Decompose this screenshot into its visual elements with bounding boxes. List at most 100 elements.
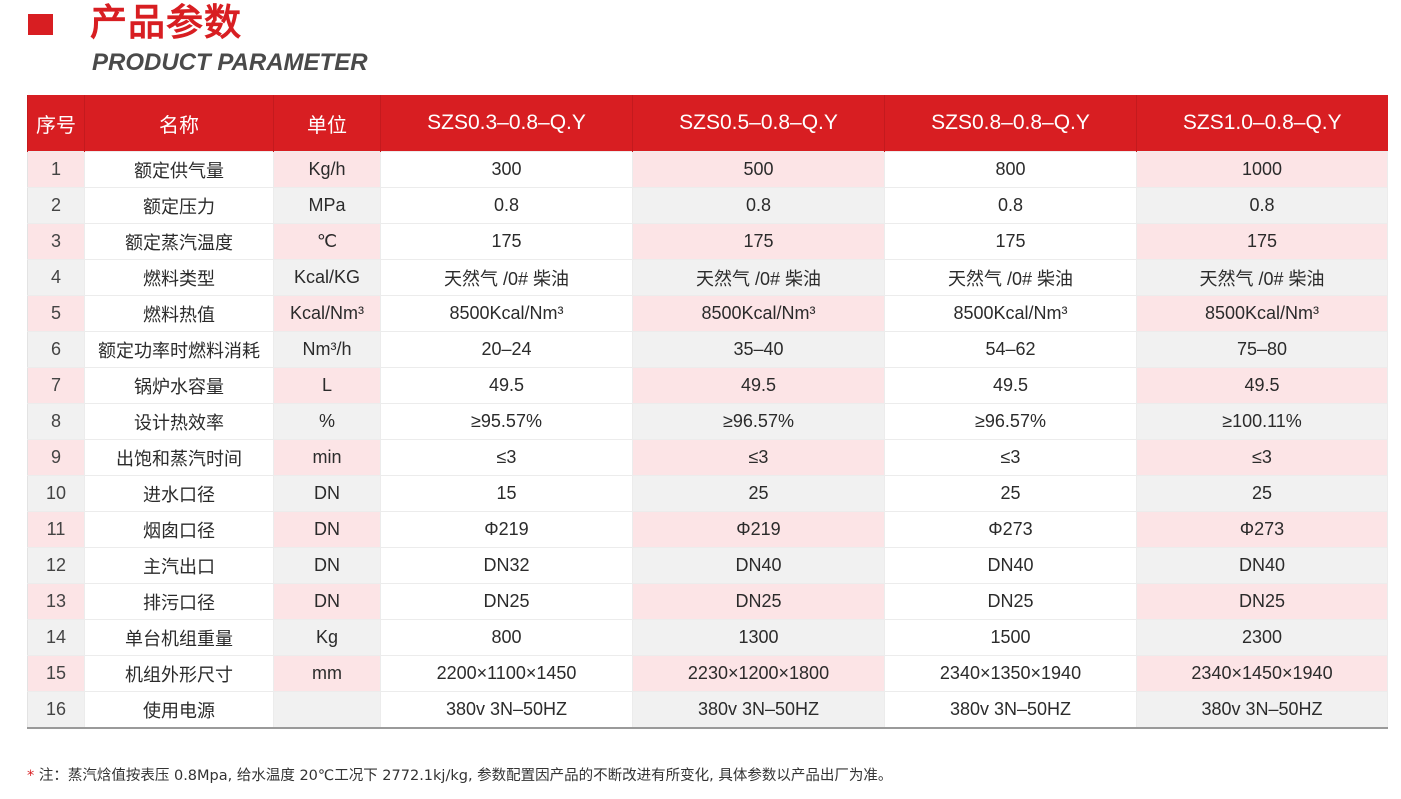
row-model-2-cell: 49.5 bbox=[632, 367, 885, 404]
row-model-4-cell: 1000 bbox=[1136, 151, 1388, 188]
row-unit-cell: Nm³/h bbox=[273, 331, 381, 368]
row-unit-cell: % bbox=[273, 403, 381, 440]
table-row: 10 进水口径 DN 15 25 25 25 bbox=[27, 475, 1388, 512]
row-model-1-cell: 20–24 bbox=[380, 331, 633, 368]
row-model-4-cell: 25 bbox=[1136, 475, 1388, 512]
row-model-2-cell: 0.8 bbox=[632, 187, 885, 224]
row-model-3-cell: 49.5 bbox=[884, 367, 1137, 404]
title-square-marker bbox=[28, 14, 53, 35]
row-index-cell: 8 bbox=[27, 403, 85, 440]
row-index-cell: 10 bbox=[27, 475, 85, 512]
table-row: 5 燃料热值 Kcal/Nm³ 8500Kcal/Nm³ 8500Kcal/Nm³ 850… bbox=[27, 295, 1388, 332]
row-name-cell: 额定供气量 bbox=[84, 151, 274, 188]
row-name-cell: 出饱和蒸汽时间 bbox=[84, 439, 274, 476]
row-model-1-cell: 0.8 bbox=[380, 187, 633, 224]
row-name-cell: 燃料热值 bbox=[84, 295, 274, 332]
row-model-2-cell: 175 bbox=[632, 223, 885, 260]
table-row: 4 燃料类型 Kcal/KG 天然气 /0# 柴油 天然气 /0# 柴油 天然气 /0# … bbox=[27, 259, 1388, 296]
row-model-1-cell: 800 bbox=[380, 619, 633, 656]
row-model-4-cell: DN25 bbox=[1136, 583, 1388, 620]
row-model-4-cell: 天然气 /0# 柴油 bbox=[1136, 259, 1388, 296]
row-model-1-cell: DN32 bbox=[380, 547, 633, 584]
row-index-cell: 11 bbox=[27, 511, 85, 548]
row-model-1-cell: 300 bbox=[380, 151, 633, 188]
row-model-2-cell: 2230×1200×1800 bbox=[632, 655, 885, 692]
footnote-asterisk: * bbox=[27, 768, 35, 784]
row-name-cell: 进水口径 bbox=[84, 475, 274, 512]
row-model-2-cell: 8500Kcal/Nm³ bbox=[632, 295, 885, 332]
row-name-cell: 烟囱口径 bbox=[84, 511, 274, 548]
row-unit-cell: Kcal/Nm³ bbox=[273, 295, 381, 332]
row-model-3-cell: 25 bbox=[884, 475, 1137, 512]
row-model-3-cell: DN40 bbox=[884, 547, 1137, 584]
row-model-3-cell: Φ273 bbox=[884, 511, 1137, 548]
header-model-2: SZS0.5–0.8–Q.Y bbox=[632, 95, 885, 152]
row-name-cell: 机组外形尺寸 bbox=[84, 655, 274, 692]
header-unit: 单位 bbox=[273, 95, 381, 152]
row-unit-cell: DN bbox=[273, 475, 381, 512]
row-model-1-cell: 49.5 bbox=[380, 367, 633, 404]
row-model-2-cell: ≤3 bbox=[632, 439, 885, 476]
row-model-1-cell: 15 bbox=[380, 475, 633, 512]
header-model-3: SZS0.8–0.8–Q.Y bbox=[884, 95, 1137, 152]
row-model-3-cell: 380v 3N–50HZ bbox=[884, 691, 1137, 729]
row-model-4-cell: Φ273 bbox=[1136, 511, 1388, 548]
table-row: 9 出饱和蒸汽时间 min ≤3 ≤3 ≤3 ≤3 bbox=[27, 439, 1388, 476]
row-name-cell: 排污口径 bbox=[84, 583, 274, 620]
table-row: 13 排污口径 DN DN25 DN25 DN25 DN25 bbox=[27, 583, 1388, 620]
row-model-3-cell: 54–62 bbox=[884, 331, 1137, 368]
row-unit-cell: MPa bbox=[273, 187, 381, 224]
row-model-3-cell: 天然气 /0# 柴油 bbox=[884, 259, 1137, 296]
row-unit-cell: Kcal/KG bbox=[273, 259, 381, 296]
row-model-2-cell: Φ219 bbox=[632, 511, 885, 548]
table-row: 6 额定功率时燃料消耗 Nm³/h 20–24 35–40 54–62 75–80 bbox=[27, 331, 1388, 368]
row-name-cell: 设计热效率 bbox=[84, 403, 274, 440]
row-model-1-cell: 8500Kcal/Nm³ bbox=[380, 295, 633, 332]
row-index-cell: 12 bbox=[27, 547, 85, 584]
row-model-3-cell: DN25 bbox=[884, 583, 1137, 620]
row-model-2-cell: ≥96.57% bbox=[632, 403, 885, 440]
row-model-1-cell: Φ219 bbox=[380, 511, 633, 548]
row-unit-cell: L bbox=[273, 367, 381, 404]
page-subtitle: PRODUCT PARAMETER bbox=[92, 49, 368, 76]
row-model-3-cell: 1500 bbox=[884, 619, 1137, 656]
row-model-4-cell: ≤3 bbox=[1136, 439, 1388, 476]
row-model-4-cell: 8500Kcal/Nm³ bbox=[1136, 295, 1388, 332]
row-model-3-cell: ≤3 bbox=[884, 439, 1137, 476]
row-name-cell: 额定压力 bbox=[84, 187, 274, 224]
row-model-1-cell: 175 bbox=[380, 223, 633, 260]
row-model-1-cell: 天然气 /0# 柴油 bbox=[380, 259, 633, 296]
row-unit-cell: ℃ bbox=[273, 223, 381, 260]
table-row: 16 使用电源 380v 3N–50HZ 380v 3N–50HZ 380v 3N–50… bbox=[27, 691, 1388, 729]
row-index-cell: 7 bbox=[27, 367, 85, 404]
table-header-row: 序号 名称 单位 SZS0.3–0.8–Q.Y SZS0.5–0.8–Q.Y S… bbox=[27, 95, 1388, 152]
row-model-4-cell: 75–80 bbox=[1136, 331, 1388, 368]
row-model-3-cell: 800 bbox=[884, 151, 1137, 188]
row-model-4-cell: DN40 bbox=[1136, 547, 1388, 584]
row-unit-cell: DN bbox=[273, 547, 381, 584]
row-model-2-cell: 25 bbox=[632, 475, 885, 512]
row-name-cell: 使用电源 bbox=[84, 691, 274, 729]
table-row: 11 烟囱口径 DN Φ219 Φ219 Φ273 Φ273 bbox=[27, 511, 1388, 548]
table-row: 7 锅炉水容量 L 49.5 49.5 49.5 49.5 bbox=[27, 367, 1388, 404]
row-unit-cell: Kg/h bbox=[273, 151, 381, 188]
row-model-1-cell: 2200×1100×1450 bbox=[380, 655, 633, 692]
row-model-1-cell: 380v 3N–50HZ bbox=[380, 691, 633, 729]
footnote-text: 注：蒸汽焓值按表压 0.8Mpa, 给水温度 20℃工况下 2772.1kj/k… bbox=[34, 768, 893, 784]
row-unit-cell: DN bbox=[273, 511, 381, 548]
row-index-cell: 3 bbox=[27, 223, 85, 260]
header-model-1: SZS0.3–0.8–Q.Y bbox=[380, 95, 633, 152]
header-model-4: SZS1.0–0.8–Q.Y bbox=[1136, 95, 1388, 152]
row-index-cell: 2 bbox=[27, 187, 85, 224]
product-parameter-table: 序号 名称 单位 SZS0.3–0.8–Q.Y SZS0.5–0.8–Q.Y S… bbox=[27, 95, 1388, 729]
table-row: 14 单台机组重量 Kg 800 1300 1500 2300 bbox=[27, 619, 1388, 656]
row-model-3-cell: ≥96.57% bbox=[884, 403, 1137, 440]
row-model-4-cell: 175 bbox=[1136, 223, 1388, 260]
row-unit-cell bbox=[273, 691, 381, 729]
row-name-cell: 单台机组重量 bbox=[84, 619, 274, 656]
row-model-1-cell: ≤3 bbox=[380, 439, 633, 476]
row-model-4-cell: 49.5 bbox=[1136, 367, 1388, 404]
row-model-2-cell: DN25 bbox=[632, 583, 885, 620]
row-name-cell: 燃料类型 bbox=[84, 259, 274, 296]
row-model-4-cell: 380v 3N–50HZ bbox=[1136, 691, 1388, 729]
